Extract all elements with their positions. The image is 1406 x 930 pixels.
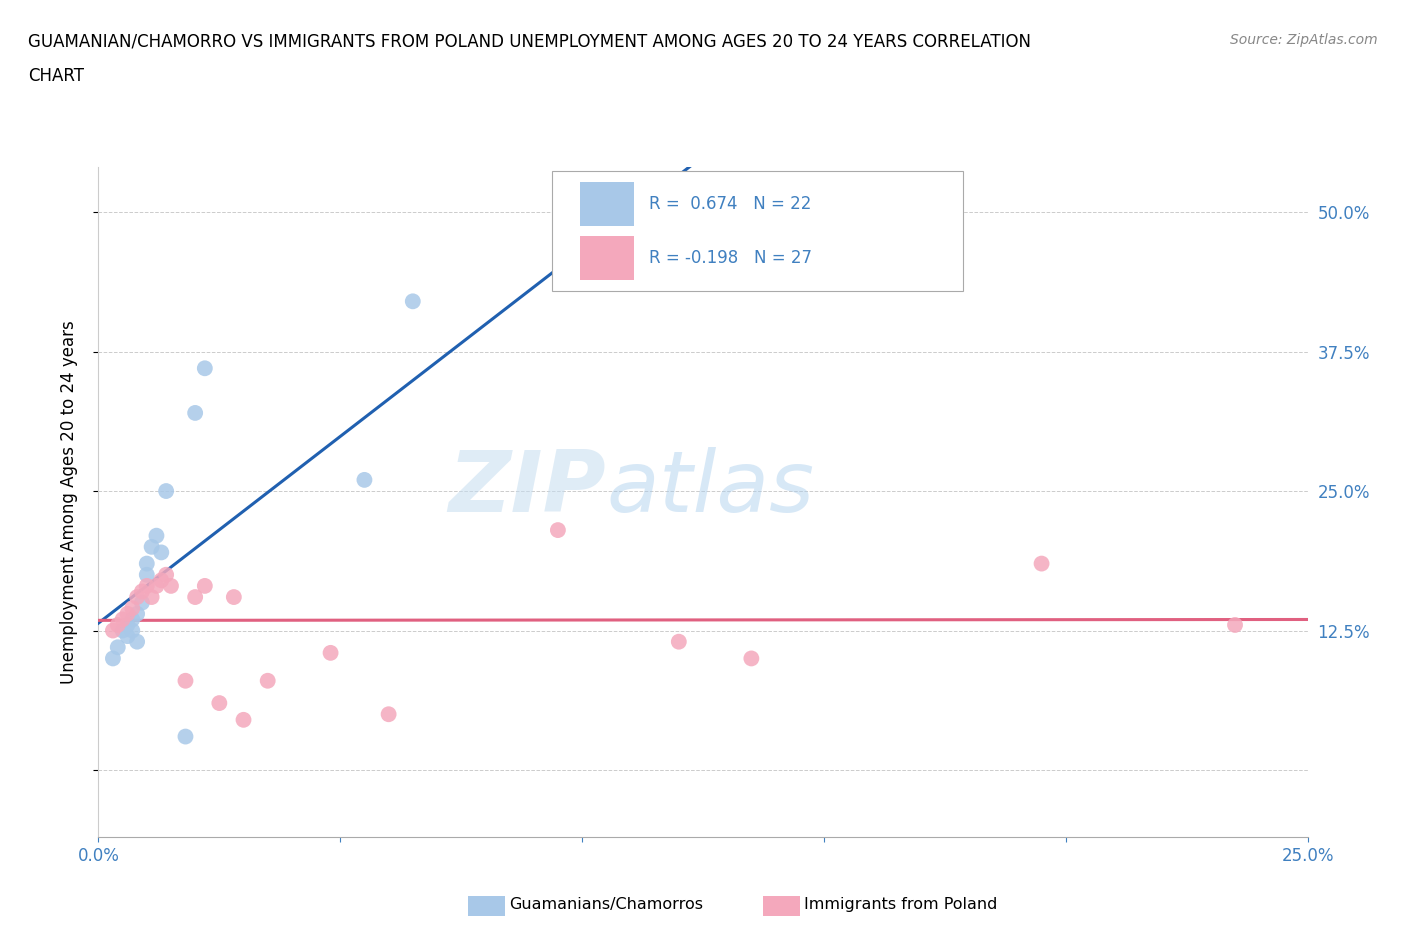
Point	[117, 629, 139, 644]
Point	[319, 645, 342, 660]
Point	[668, 634, 690, 649]
Point	[101, 623, 124, 638]
Point	[127, 606, 149, 621]
Text: CHART: CHART	[28, 67, 84, 85]
Y-axis label: Unemployment Among Ages 20 to 24 years: Unemployment Among Ages 20 to 24 years	[59, 320, 77, 684]
Point	[155, 484, 177, 498]
Point	[1031, 556, 1053, 571]
Point	[194, 578, 217, 593]
Point	[740, 651, 762, 666]
Text: Immigrants from Poland: Immigrants from Poland	[804, 897, 998, 912]
Text: R = -0.198   N = 27: R = -0.198 N = 27	[648, 249, 811, 267]
Point	[232, 712, 254, 727]
Text: atlas: atlas	[606, 447, 814, 530]
Text: ZIP: ZIP	[449, 447, 606, 530]
Point	[135, 578, 157, 593]
Bar	[579, 236, 634, 280]
Text: Guamanians/Chamorros: Guamanians/Chamorros	[509, 897, 703, 912]
Point	[107, 640, 129, 655]
Bar	[579, 182, 634, 226]
Point	[127, 634, 149, 649]
Point	[174, 673, 197, 688]
Point	[160, 578, 183, 593]
Point	[121, 601, 143, 616]
Text: GUAMANIAN/CHAMORRO VS IMMIGRANTS FROM POLAND UNEMPLOYMENT AMONG AGES 20 TO 24 YE: GUAMANIAN/CHAMORRO VS IMMIGRANTS FROM PO…	[28, 33, 1031, 50]
Point	[377, 707, 399, 722]
Point	[117, 618, 139, 632]
Point	[150, 573, 173, 588]
FancyBboxPatch shape	[553, 171, 963, 291]
Point	[121, 623, 143, 638]
Point	[127, 590, 149, 604]
Point	[1223, 618, 1246, 632]
Point	[208, 696, 231, 711]
Point	[135, 567, 157, 582]
Point	[402, 294, 425, 309]
Point	[107, 618, 129, 632]
Point	[141, 590, 163, 604]
Point	[174, 729, 197, 744]
Point	[194, 361, 217, 376]
Point	[353, 472, 375, 487]
Point	[101, 651, 124, 666]
Text: Source: ZipAtlas.com: Source: ZipAtlas.com	[1230, 33, 1378, 46]
Point	[111, 623, 134, 638]
Point	[117, 606, 139, 621]
Point	[256, 673, 278, 688]
Point	[145, 528, 167, 543]
Point	[668, 216, 690, 231]
Point	[121, 612, 143, 627]
Point	[131, 584, 153, 599]
Point	[184, 405, 207, 420]
Point	[131, 595, 153, 610]
Point	[111, 612, 134, 627]
Point	[145, 578, 167, 593]
Point	[135, 556, 157, 571]
Point	[184, 590, 207, 604]
Text: R =  0.674   N = 22: R = 0.674 N = 22	[648, 195, 811, 213]
Point	[150, 545, 173, 560]
Point	[141, 539, 163, 554]
Point	[547, 523, 569, 538]
Point	[222, 590, 245, 604]
Point	[155, 567, 177, 582]
